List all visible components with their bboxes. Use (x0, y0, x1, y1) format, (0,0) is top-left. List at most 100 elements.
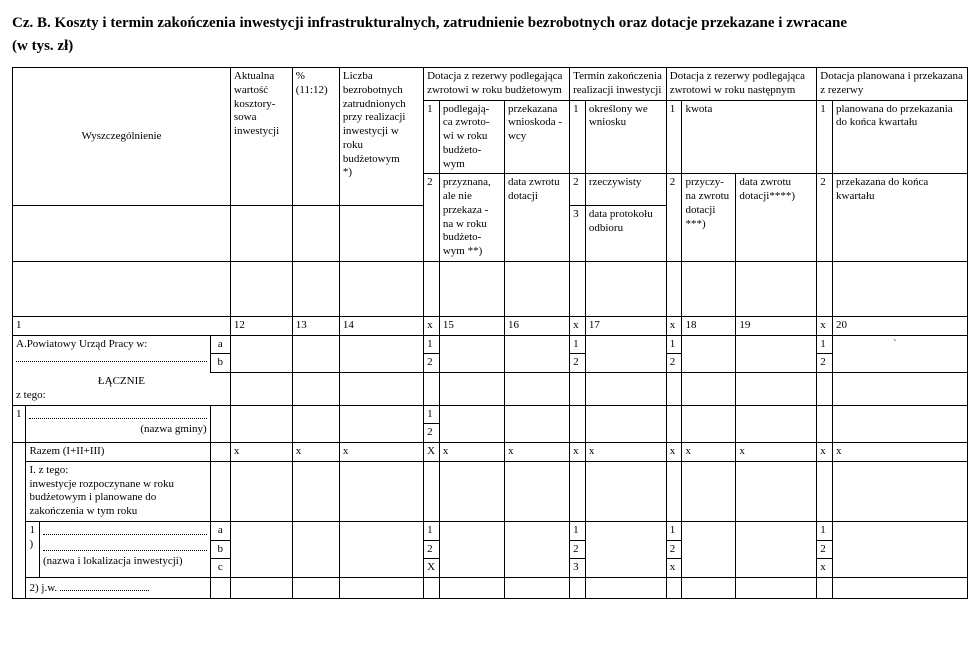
row-A-a-n1a: 1 (424, 335, 440, 354)
razem-x19: x (736, 443, 817, 462)
row-1p-label: (nazwa i lokalizacja inwestycji) (39, 521, 210, 577)
colnum-14: 14 (339, 316, 423, 335)
row-1p-a: 1) (nazwa i lokalizacja inwestycji) a 1 … (13, 521, 968, 540)
row-A-a: A.Powiatowy Urząd Pracy w: a 1 1 1 1 ` (13, 335, 968, 354)
row-A-b-letter: b (210, 354, 230, 373)
colnum-20: 20 (833, 316, 968, 335)
row-1p-b-n2b: 2 (570, 540, 586, 559)
dotted-line-2 (29, 408, 206, 419)
hdr-c15-2: przyznana, ale nie przekaza - na w roku … (439, 174, 504, 262)
colnum-17: 17 (585, 316, 666, 335)
razem-x20n: x (817, 443, 833, 462)
colnum-15x: x (424, 316, 440, 335)
razem-x14: x (339, 443, 423, 462)
razem-x15: x (439, 443, 504, 462)
num-1-c: 1 (666, 100, 682, 174)
row-lacznie-ztego: ŁĄCZNIE z tego: (13, 373, 968, 406)
row-A-a-n1c: 1 (666, 335, 682, 354)
colnum-20x: x (817, 316, 833, 335)
dotted-line-3 (43, 524, 207, 535)
hdr-g18-19: Dotacja z rezerwy podlegająca zwrotowi w… (666, 68, 817, 101)
row-1p-a-n1b: 1 (570, 521, 586, 540)
hdr-c20-1: planowana do przekazania do końca kwarta… (833, 100, 968, 174)
hdr-c17-2: rzeczywisty (585, 174, 666, 206)
num-2-a: 2 (424, 174, 440, 262)
row-2p: 2) j.w. (13, 578, 968, 599)
row-A-backslash: ` (833, 335, 968, 373)
row-A-a-n1d: 1 (817, 335, 833, 354)
razem-x16: x (504, 443, 569, 462)
row-1p-a-n1d: 1 (817, 521, 833, 540)
colnum-18x: x (666, 316, 682, 335)
row-1p-b-n2: 2 (424, 540, 440, 559)
hdr-c16-1: przekazana wnioskoda - wcy (504, 100, 569, 174)
dotted-line (16, 351, 207, 362)
row-1-num: 1 (13, 405, 26, 443)
row-I: I. z tego: inwestycje rozpoczynane w rok… (13, 461, 968, 521)
hdr-c13: % (11:12) (292, 68, 339, 206)
colnum-17x: x (570, 316, 586, 335)
colnum-15: 15 (439, 316, 504, 335)
row-1p-b-n2d: 2 (817, 540, 833, 559)
razem-label: Razem (I+II+III) (26, 443, 210, 462)
row-2p-label: 2) j.w. (26, 578, 210, 599)
row-1p-c-n3: 3 (570, 559, 586, 578)
title-line-1: Cz. B. Koszty i termin zakończenia inwes… (12, 15, 847, 31)
num-1-d: 1 (817, 100, 833, 174)
dotted-line-5 (60, 580, 149, 591)
num-3-a: 3 (570, 206, 586, 262)
lacznie-cell: ŁĄCZNIE z tego: (13, 373, 231, 406)
hdr-c19-2: data zwrotu dotacji****) (736, 174, 817, 262)
header-spacer (13, 261, 968, 316)
razem-x18: x (682, 443, 736, 462)
form-table: Wyszczególnienie Aktualna wartość koszto… (12, 67, 968, 599)
row-A-label: A.Powiatowy Urząd Pracy w: (13, 335, 211, 373)
razem-x17: x (585, 443, 666, 462)
hdr-c20-2: przekazana do końca kwartału (833, 174, 968, 262)
num-2-d: 2 (817, 174, 833, 262)
num-2-c: 2 (666, 174, 682, 262)
row-1p-a-n1: 1 (424, 521, 440, 540)
row-A-b-n2a: 2 (424, 354, 440, 373)
razem-x12: x (230, 443, 292, 462)
colnum-13: 13 (292, 316, 339, 335)
colnum-19: 19 (736, 316, 817, 335)
column-number-row: 1 12 13 14 x 15 16 x 17 x 18 19 x 20 (13, 316, 968, 335)
num-1-b: 1 (570, 100, 586, 174)
row-1p-b-letter: b (210, 540, 230, 559)
razem-x17n: x (570, 443, 586, 462)
hdr-wyszczegolnienie: Wyszczególnienie (13, 68, 231, 206)
hdr-g20: Dotacja planowana i przekazana z rezerwy (817, 68, 968, 101)
row-1p-c-xc: x (666, 559, 682, 578)
razem-X15n: X (424, 443, 440, 462)
hdr-c14: Liczba bezrobotnych zatrudnionych przy r… (339, 68, 423, 206)
hdr-c18-19-1: kwota (682, 100, 817, 174)
razem-x18n: x (666, 443, 682, 462)
row-A-b-n2c: 2 (666, 354, 682, 373)
header-row-1: Wyszczególnienie Aktualna wartość koszto… (13, 68, 968, 101)
r1-n1: 1 (424, 405, 440, 424)
hdr-g17: Termin zakończenia realizacji inwestycji (570, 68, 667, 101)
razem-x20: x (833, 443, 968, 462)
row-1p-a-letter: a (210, 521, 230, 540)
colnum-18: 18 (682, 316, 736, 335)
row-I-label: I. z tego: inwestycje rozpoczynane w rok… (26, 461, 210, 521)
row-1p-c-letter: c (210, 559, 230, 578)
row-1p-num: 1) (26, 521, 39, 577)
row-1-label: (nazwa gminy) (26, 405, 210, 443)
title-line-2: (w tys. zł) (12, 38, 73, 54)
razem-x13: x (292, 443, 339, 462)
row-A-a-n1b: 1 (570, 335, 586, 354)
hdr-c17-1: określony we wniosku (585, 100, 666, 174)
row-A-b-n2d: 2 (817, 354, 833, 373)
num-1-a: 1 (424, 100, 440, 174)
row-1-sub1: 1 (nazwa gminy) 1 (13, 405, 968, 424)
row-1p-c-xd: x (817, 559, 833, 578)
num-2-b: 2 (570, 174, 586, 206)
hdr-c18-2: przyczy- na zwrotu dotacji ***) (682, 174, 736, 262)
colnum-12: 12 (230, 316, 292, 335)
row-razem: Razem (I+II+III) x x x X x x x x x x x x… (13, 443, 968, 462)
row-1p-a-n1c: 1 (666, 521, 682, 540)
hdr-c12: Aktualna wartość kosztory- sowa inwestyc… (230, 68, 292, 206)
r1-n2: 2 (424, 424, 440, 443)
